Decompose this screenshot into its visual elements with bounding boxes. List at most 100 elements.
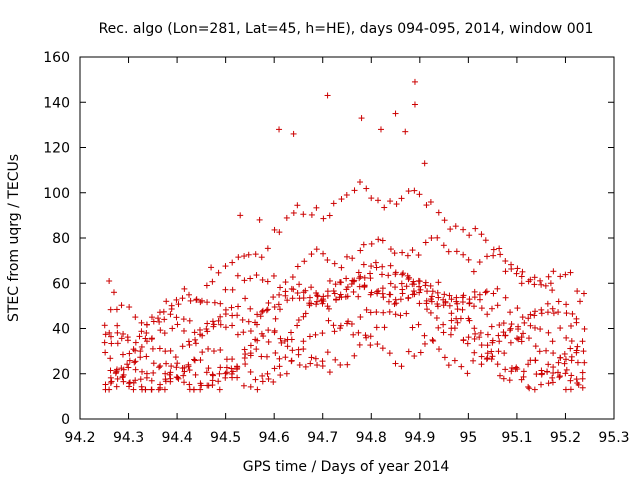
- data-point: [496, 338, 503, 345]
- data-point: [331, 328, 338, 335]
- data-point: [114, 329, 121, 336]
- data-point: [139, 368, 146, 375]
- data-point: [421, 340, 428, 347]
- data-point: [343, 253, 350, 260]
- data-point: [186, 341, 193, 348]
- data-point: [532, 308, 539, 315]
- x-tick-label: 95.1: [501, 430, 532, 446]
- data-point: [234, 331, 241, 338]
- data-point: [562, 370, 569, 377]
- data-point: [281, 337, 288, 344]
- data-point: [252, 319, 259, 326]
- data-point: [215, 269, 222, 276]
- data-point: [197, 357, 204, 364]
- data-point: [264, 278, 271, 285]
- data-point: [252, 336, 259, 343]
- data-point: [391, 301, 398, 308]
- data-point: [538, 370, 545, 377]
- data-point: [424, 306, 431, 313]
- data-point: [399, 249, 406, 256]
- data-point: [379, 345, 386, 352]
- data-point: [532, 324, 539, 331]
- data-point: [191, 356, 198, 363]
- x-tick-label: 94.6: [259, 430, 290, 446]
- data-point: [157, 327, 164, 334]
- data-point: [180, 372, 187, 379]
- data-point: [252, 251, 259, 258]
- data-point: [507, 309, 514, 316]
- data-point: [488, 305, 495, 312]
- data-point: [406, 274, 413, 281]
- data-point: [362, 332, 369, 339]
- data-point: [156, 318, 163, 325]
- data-point: [567, 269, 574, 276]
- data-point: [568, 322, 575, 329]
- data-point: [422, 239, 429, 246]
- data-point: [536, 348, 543, 355]
- data-point: [205, 345, 212, 352]
- data-point: [295, 346, 302, 353]
- data-point: [385, 298, 392, 305]
- data-point: [265, 327, 272, 334]
- data-point: [380, 294, 387, 301]
- data-point: [143, 321, 150, 328]
- data-point: [288, 329, 295, 336]
- data-point: [222, 306, 229, 313]
- data-point: [465, 256, 472, 263]
- data-point: [423, 202, 430, 209]
- data-point: [515, 336, 522, 343]
- data-point: [549, 374, 556, 381]
- data-point: [300, 346, 307, 353]
- data-point: [126, 383, 133, 390]
- data-point: [460, 336, 467, 343]
- data-point: [508, 364, 515, 371]
- data-point: [483, 356, 490, 363]
- data-point: [282, 288, 289, 295]
- data-point: [348, 320, 355, 327]
- data-point: [107, 374, 114, 381]
- data-point: [180, 327, 187, 334]
- data-point: [288, 336, 295, 343]
- data-point: [526, 385, 533, 392]
- data-point: [403, 310, 410, 317]
- x-tick-label: 95.2: [550, 430, 581, 446]
- data-point: [295, 351, 302, 358]
- data-point: [228, 304, 235, 311]
- data-point: [363, 334, 370, 341]
- data-point: [434, 289, 441, 296]
- data-point: [325, 305, 332, 312]
- data-point: [247, 275, 254, 282]
- data-point: [217, 300, 224, 307]
- data-point: [508, 321, 515, 328]
- data-point: [465, 334, 472, 341]
- data-point: [300, 289, 307, 296]
- data-point: [411, 187, 418, 194]
- data-point: [476, 334, 483, 341]
- data-point: [179, 343, 186, 350]
- data-point: [270, 294, 277, 301]
- data-point: [223, 356, 230, 363]
- data-point: [531, 281, 538, 288]
- data-point: [435, 346, 442, 353]
- data-point: [415, 252, 422, 259]
- data-point: [562, 356, 569, 363]
- data-point: [386, 350, 393, 357]
- data-point: [143, 353, 150, 360]
- data-point: [337, 361, 344, 368]
- data-point: [343, 192, 350, 198]
- data-point: [392, 110, 399, 117]
- data-point: [561, 360, 568, 367]
- data-point: [573, 347, 580, 354]
- data-point: [577, 298, 584, 305]
- data-point: [435, 209, 442, 216]
- data-points: [101, 78, 588, 393]
- data-point: [245, 318, 252, 325]
- data-point: [375, 236, 382, 243]
- data-point: [357, 273, 364, 280]
- data-point: [222, 324, 229, 331]
- data-point: [441, 291, 448, 298]
- data-point: [427, 282, 434, 289]
- data-point: [448, 317, 455, 324]
- data-point: [496, 372, 503, 379]
- data-point: [489, 339, 496, 346]
